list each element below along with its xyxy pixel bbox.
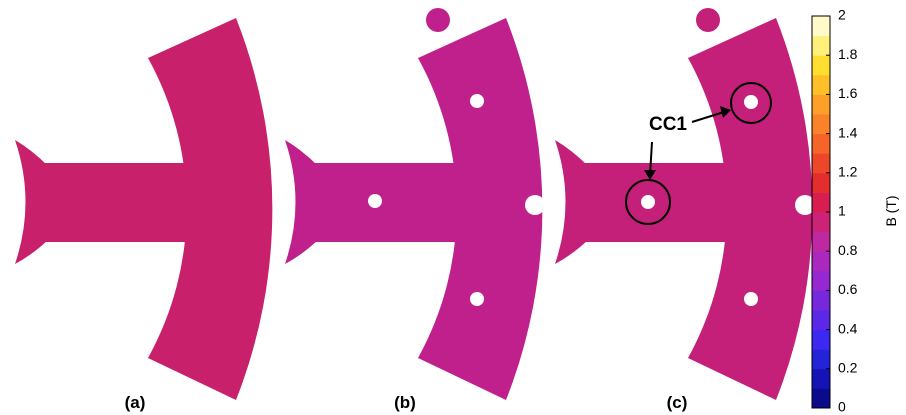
colorbar-band (812, 290, 830, 311)
colorbar-band (812, 192, 830, 213)
colorbar-band (812, 16, 830, 37)
tick-label: 1.2 (838, 164, 858, 180)
colorbar-band (812, 74, 830, 95)
colorbar-band (812, 349, 830, 370)
colorbar-band (812, 55, 830, 76)
tick-label: 1 (838, 203, 846, 219)
tick-label: 0 (838, 399, 846, 415)
colorbar-band (812, 94, 830, 115)
colorbar-band (812, 35, 830, 56)
colorbar-band (812, 251, 830, 272)
panel-label: (c) (667, 393, 688, 412)
panel-c (555, 8, 815, 400)
tick-label: 0.4 (838, 320, 858, 336)
panel-b (285, 8, 545, 400)
tick-label: 1.4 (838, 124, 858, 140)
colorbar-band (812, 270, 830, 291)
panel-a (15, 18, 273, 400)
colorbar-band (812, 231, 830, 252)
tick-label: 1.8 (838, 46, 858, 62)
tick-label: 0.8 (838, 242, 858, 258)
colorbar-band (812, 133, 830, 154)
tick-label: 0.2 (838, 360, 858, 376)
colorbar-band (812, 388, 830, 409)
colorbar-band (812, 329, 830, 350)
colorbar-band (812, 368, 830, 389)
panel-label: (a) (125, 393, 146, 412)
colorbar-band (812, 310, 830, 331)
tick-label: 2 (838, 7, 846, 23)
colorbar-band (812, 172, 830, 193)
colorbar-band (812, 212, 830, 233)
colorbar-band (812, 153, 830, 174)
tick-label: 0.6 (838, 281, 858, 297)
panel-label: (b) (394, 393, 416, 412)
colorbar-label: B (T) (883, 195, 899, 226)
colorbar-band (812, 114, 830, 135)
tick-label: 1.6 (838, 85, 858, 101)
colorbar: 0 0.2 0.4 0.6 0.8 1 1.2 1.4 1.6 1.8 2 (811, 7, 858, 415)
annotation: CC1 (649, 114, 687, 135)
